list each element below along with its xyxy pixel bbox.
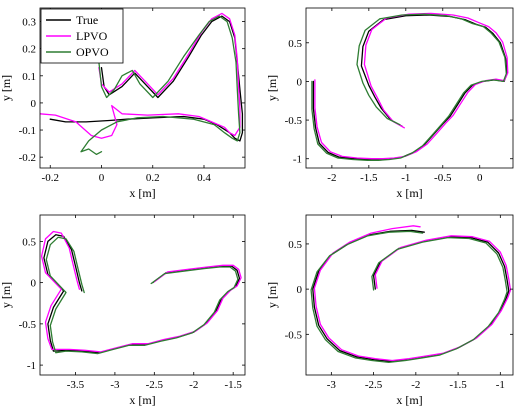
y-tick-label: 0 bbox=[297, 76, 303, 88]
x-tick-label: -3.5 bbox=[67, 379, 85, 391]
y-tick-label: 0.1 bbox=[22, 71, 36, 83]
series-group bbox=[40, 12, 244, 156]
y-axis-label: y [m] bbox=[265, 75, 279, 101]
x-tick-label: -1.5 bbox=[224, 379, 242, 391]
x-tick-label: -1.5 bbox=[449, 379, 467, 391]
y-tick-label: -0.2 bbox=[19, 152, 36, 164]
x-axis-label: x [m] bbox=[129, 186, 155, 200]
y-tick-label: 0 bbox=[31, 278, 37, 290]
y-tick-label: 0 bbox=[297, 284, 303, 296]
y-tick-label: 0.3 bbox=[22, 17, 36, 29]
axes-box bbox=[39, 7, 246, 169]
series-line-lpvo bbox=[40, 230, 242, 353]
x-tick-label: -2.5 bbox=[365, 379, 383, 391]
series-line-true bbox=[43, 234, 241, 354]
axes-box bbox=[305, 214, 514, 376]
x-axis-label: x [m] bbox=[396, 186, 422, 200]
x-tick-label: -2 bbox=[411, 379, 420, 391]
legend-label-lpvo: LPVO bbox=[76, 29, 108, 43]
series-line-true bbox=[312, 14, 508, 161]
panel-top-right: -2 -1.5 -1 -0.5 0 -1 -0.5 0 0.5 x [m] y [m] bbox=[265, 7, 514, 200]
x-axis-label: x [m] bbox=[129, 393, 155, 407]
y-tick-label: -0.1 bbox=[19, 125, 36, 137]
x-tick-label: -0.5 bbox=[434, 172, 452, 184]
legend: True LPVO OPVO bbox=[40, 8, 124, 64]
y-tick-label: 0 bbox=[31, 98, 37, 110]
y-tick-label: 0.5 bbox=[288, 38, 302, 50]
x-tick-label: 0.2 bbox=[146, 172, 160, 184]
legend-label-opvo: OPVO bbox=[76, 45, 109, 59]
x-tick-label: -1 bbox=[401, 172, 410, 184]
x-tick-label: -1.5 bbox=[360, 172, 378, 184]
series-line-true bbox=[312, 229, 510, 363]
panel-top-left: -0.2 0 0.2 0.4 -0.2 -0.1 0 0.1 0.2 0.3 x [m] y [m] T… bbox=[0, 7, 246, 200]
y-axis-label: y [m] bbox=[0, 282, 13, 308]
axes-box bbox=[305, 7, 514, 169]
x-tick-label: 0 bbox=[99, 172, 105, 184]
y-tick-label: -1 bbox=[27, 360, 36, 372]
y-tick-label: -0.5 bbox=[285, 115, 303, 127]
panel-bottom-right: -3 -2.5 -2 -1.5 -1 -0.5 0 0.5 x [m] y [m] bbox=[265, 214, 514, 407]
x-tick-label: -3 bbox=[327, 379, 337, 391]
series-line-opvo bbox=[80, 15, 241, 156]
x-tick-label: -1 bbox=[496, 379, 505, 391]
series-line-lpvo bbox=[40, 12, 241, 139]
series-line-opvo bbox=[311, 13, 507, 161]
x-tick-label: -2 bbox=[327, 172, 336, 184]
x-tick-label: 0.4 bbox=[197, 172, 211, 184]
x-tick-label: -3 bbox=[110, 379, 120, 391]
x-tick-label: -2.5 bbox=[146, 379, 164, 391]
series-group bbox=[311, 12, 509, 161]
axes-box bbox=[39, 214, 246, 376]
series-line-opvo bbox=[310, 230, 508, 363]
y-tick-label: 0.2 bbox=[22, 44, 36, 56]
x-tick-label: -2 bbox=[189, 379, 198, 391]
y-axis-label: y [m] bbox=[0, 75, 13, 101]
y-axis-label: y [m] bbox=[265, 282, 279, 308]
series-line-lpvo bbox=[314, 12, 509, 160]
panel-bottom-left: -3.5 -3 -2.5 -2 -1.5 -1 -0.5 0 0.5 x [m] y [m] bbox=[0, 214, 246, 407]
series-group bbox=[40, 230, 242, 355]
y-tick-label: 0.5 bbox=[288, 239, 302, 251]
y-tick-label: -1 bbox=[293, 154, 302, 166]
y-tick-label: -0.5 bbox=[285, 329, 303, 341]
legend-label-true: True bbox=[76, 13, 98, 27]
x-axis-label: x [m] bbox=[396, 393, 422, 407]
y-tick-label: 0.5 bbox=[22, 236, 36, 248]
series-group bbox=[310, 225, 512, 363]
series-line-opvo bbox=[45, 236, 239, 355]
x-tick-label: -0.2 bbox=[42, 172, 59, 184]
x-tick-label: 0 bbox=[477, 172, 483, 184]
y-tick-label: -0.5 bbox=[19, 319, 37, 331]
